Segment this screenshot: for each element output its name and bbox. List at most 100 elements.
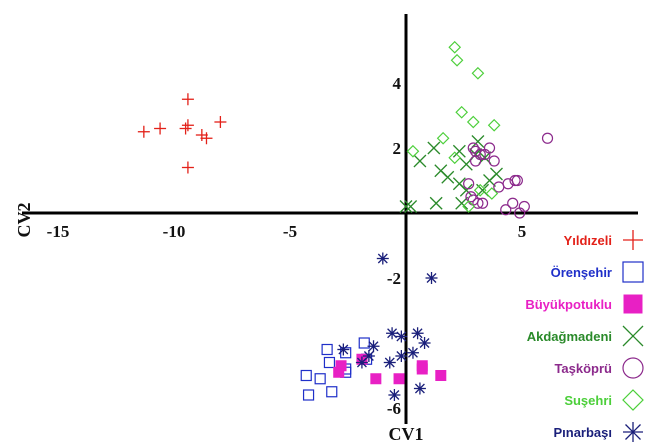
data-point-square-open (358, 337, 370, 349)
data-point-square-filled (435, 370, 447, 381)
series-diamond (406, 40, 501, 213)
x-tick-label: -10 (163, 222, 186, 241)
data-point-square-open (300, 369, 312, 382)
data-point-square-open (302, 389, 315, 401)
series-square-filled (333, 353, 447, 385)
x-axis-ticks: -15 -10 -5 5 (47, 222, 527, 241)
y-tick-label: 2 (393, 139, 402, 158)
data-point-diamond (450, 53, 464, 67)
data-point-circle (472, 197, 484, 209)
series-circle (463, 132, 554, 219)
y-tick-label: 4 (393, 74, 402, 93)
data-point-circle (470, 145, 482, 157)
data-point-asterisk (376, 252, 389, 265)
data-point-asterisk (395, 330, 408, 343)
data-point-circle (467, 142, 479, 154)
data-point-plus (154, 122, 167, 135)
data-point-x (429, 196, 443, 210)
data-point-plus (214, 116, 227, 128)
x-tick-label: -5 (283, 222, 297, 241)
data-point-diamond (487, 118, 501, 132)
legend-item: Yıldızeli (564, 230, 643, 250)
data-point-asterisk (383, 356, 396, 369)
series-asterisk (337, 252, 438, 401)
data-point-diamond (462, 200, 475, 213)
data-point-asterisk (395, 350, 408, 362)
data-point-diamond (406, 144, 420, 158)
data-point-asterisk (386, 327, 399, 340)
data-point-circle (476, 197, 489, 209)
data-point-x (452, 144, 466, 158)
data-point-plus (181, 119, 194, 132)
data-point-square-open (314, 373, 326, 385)
legend-label: Akdağmadeni (527, 329, 612, 344)
data-point-diamond (455, 105, 469, 119)
data-point-diamond (473, 183, 487, 197)
data-point-diamond (471, 66, 485, 80)
data-point-circle (507, 197, 519, 209)
data-point-square-open (321, 343, 333, 356)
legend-item: Akdağmadeni (527, 325, 644, 347)
y-tick-label: -6 (387, 399, 401, 418)
data-point-asterisk (413, 382, 426, 395)
legend-item: Büyükpotuklu (525, 294, 643, 314)
data-point-x (441, 170, 455, 184)
data-point-diamond (448, 151, 462, 165)
legend-marker-diamond (622, 389, 644, 411)
data-point-diamond (436, 131, 450, 145)
data-point-square-filled (333, 366, 345, 378)
data-point-asterisk (411, 327, 424, 340)
data-point-asterisk (418, 337, 431, 349)
x-axis-title: CV1 (389, 424, 424, 442)
data-point-circle (465, 191, 477, 203)
legend-marker-x (622, 325, 644, 347)
data-point-circle (488, 155, 500, 167)
data-point-x (413, 154, 427, 168)
x-tick-label: -15 (47, 222, 70, 241)
data-point-asterisk (367, 340, 380, 353)
data-point-circle (511, 174, 523, 187)
data-point-x (399, 200, 413, 213)
data-point-asterisk (355, 356, 368, 369)
y-tick-label: -2 (387, 269, 401, 288)
legend-item: Taşköprü (554, 357, 644, 379)
data-point-circle (514, 207, 526, 219)
legend: Yıldızeli Örenşehir Büyükpotuklu Akdağmaden… (525, 230, 644, 442)
legend-marker-asterisk (623, 422, 643, 442)
data-point-circle (463, 178, 475, 190)
data-point-x (404, 200, 418, 213)
data-point-square-open (323, 356, 336, 369)
legend-item: Örenşehir (551, 261, 644, 283)
series-plus (137, 93, 227, 174)
data-point-asterisk (425, 272, 438, 284)
data-point-diamond (466, 115, 480, 129)
data-point-square-open (326, 386, 338, 398)
legend-item: Pınarbaşı (553, 422, 643, 442)
legend-label: Pınarbaşı (553, 425, 612, 440)
legend-marker-circle (622, 357, 644, 379)
data-point-plus (200, 132, 213, 145)
legend-marker-square-open (622, 261, 644, 283)
legend-label: Örenşehir (551, 265, 612, 280)
legend-label: Büyükpotuklu (525, 297, 612, 312)
axes: -15 -10 -5 5 4 2 -2 -6 CV1 CV2 (14, 14, 638, 442)
data-point-x (455, 196, 469, 210)
legend-label: Suşehri (564, 393, 612, 408)
legend-item: Suşehri (564, 389, 644, 411)
data-point-plus (179, 122, 192, 135)
y-axis-ticks: 4 2 -2 -6 (387, 74, 402, 418)
legend-label: Yıldızeli (564, 233, 612, 248)
data-point-circle (541, 132, 554, 144)
y-axis-title: CV2 (14, 203, 34, 238)
data-point-plus (181, 161, 194, 174)
data-point-plus (181, 93, 194, 106)
data-point-square-filled (393, 373, 405, 385)
x-tick-label: 5 (518, 222, 527, 241)
data-point-circle (500, 204, 512, 216)
data-point-diamond (448, 40, 462, 54)
data-point-plus (137, 125, 150, 138)
data-point-asterisk (388, 389, 401, 401)
data-point-x (490, 167, 503, 181)
data-point-x (471, 135, 485, 148)
